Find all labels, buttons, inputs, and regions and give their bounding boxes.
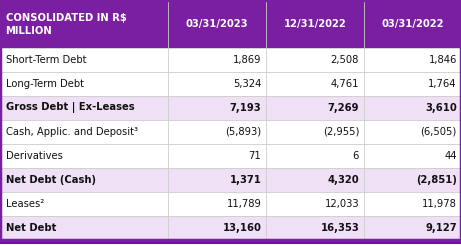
Text: Cash, Applic. and Deposit³: Cash, Applic. and Deposit³ <box>6 127 137 137</box>
Text: 11,978: 11,978 <box>422 199 457 209</box>
Text: (5,893): (5,893) <box>225 127 261 137</box>
Text: 16,353: 16,353 <box>320 223 359 233</box>
Text: 03/31/2022: 03/31/2022 <box>381 19 444 29</box>
Bar <box>0 0 461 48</box>
Text: Long-Term Debt: Long-Term Debt <box>6 79 83 89</box>
Text: 6: 6 <box>353 151 359 161</box>
Text: Gross Debt | Ex-Leases: Gross Debt | Ex-Leases <box>6 102 134 113</box>
Text: 11,789: 11,789 <box>226 199 261 209</box>
Text: 2,508: 2,508 <box>331 55 359 65</box>
Text: 4,761: 4,761 <box>331 79 359 89</box>
Text: 4,320: 4,320 <box>327 175 359 185</box>
Text: Derivatives: Derivatives <box>6 151 62 161</box>
Text: 1,371: 1,371 <box>230 175 261 185</box>
Text: 44: 44 <box>444 151 457 161</box>
Text: 12/31/2022: 12/31/2022 <box>284 19 346 29</box>
Text: 1,869: 1,869 <box>233 55 261 65</box>
Bar <box>0 216 461 240</box>
Text: CONSOLIDATED IN R$: CONSOLIDATED IN R$ <box>6 13 126 23</box>
Text: 71: 71 <box>248 151 261 161</box>
Text: (2,851): (2,851) <box>416 175 457 185</box>
Bar <box>0 96 461 120</box>
Bar <box>0 144 461 168</box>
Text: 7,269: 7,269 <box>328 103 359 113</box>
Bar <box>0 72 461 96</box>
Text: 9,127: 9,127 <box>425 223 457 233</box>
Text: Net Debt (Cash): Net Debt (Cash) <box>6 175 95 185</box>
Bar <box>0 240 461 244</box>
Text: MILLION: MILLION <box>6 26 52 36</box>
Text: 7,193: 7,193 <box>230 103 261 113</box>
Text: (2,955): (2,955) <box>323 127 359 137</box>
Text: 12,033: 12,033 <box>325 199 359 209</box>
Text: 3,610: 3,610 <box>425 103 457 113</box>
Text: Short-Term Debt: Short-Term Debt <box>6 55 86 65</box>
Text: 1,764: 1,764 <box>428 79 457 89</box>
Bar <box>0 192 461 216</box>
Bar <box>0 48 461 72</box>
Bar <box>0 120 461 144</box>
Text: Net Debt: Net Debt <box>6 223 56 233</box>
Text: (6,505): (6,505) <box>420 127 457 137</box>
Text: 5,324: 5,324 <box>233 79 261 89</box>
Text: Leases²: Leases² <box>6 199 44 209</box>
Text: 1,846: 1,846 <box>428 55 457 65</box>
Bar <box>0 168 461 192</box>
Text: 03/31/2023: 03/31/2023 <box>186 19 248 29</box>
Text: 13,160: 13,160 <box>223 223 261 233</box>
